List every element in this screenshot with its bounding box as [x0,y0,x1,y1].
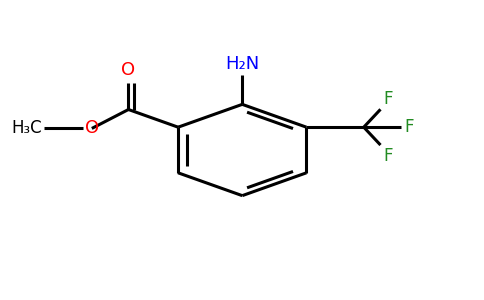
Text: H₃C: H₃C [11,119,42,137]
Text: F: F [383,146,393,164]
Text: H₂N: H₂N [225,56,259,74]
Text: F: F [405,118,414,136]
Text: O: O [85,119,99,137]
Text: O: O [121,61,136,80]
Text: F: F [383,90,393,108]
